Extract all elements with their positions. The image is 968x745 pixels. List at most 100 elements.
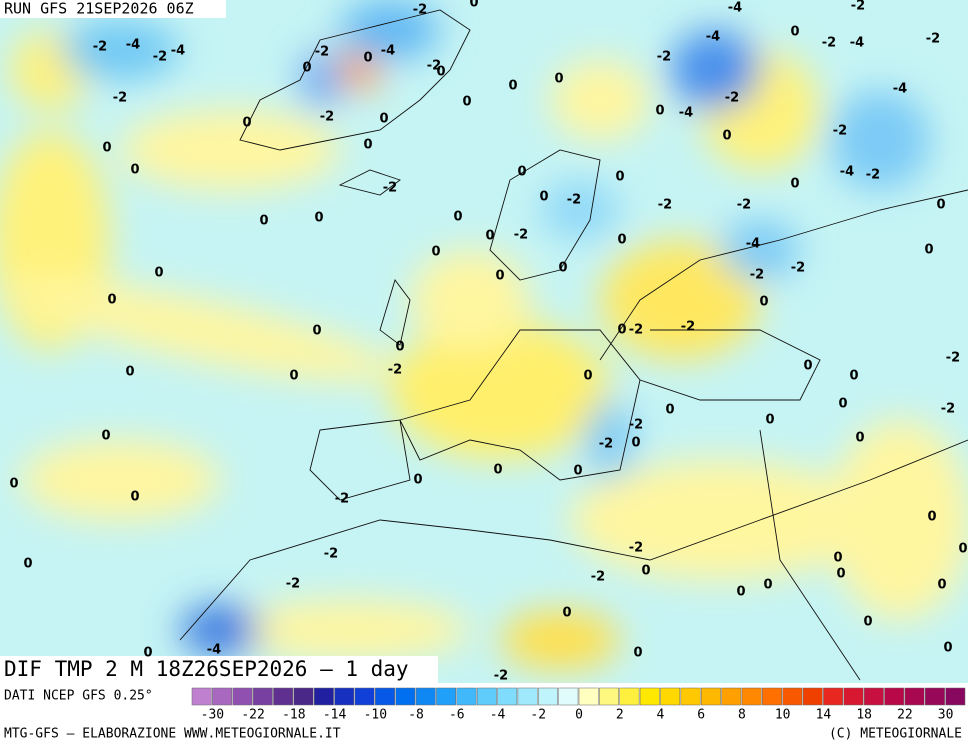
contour-label: -2 xyxy=(320,110,334,125)
colorbar-swatch xyxy=(619,687,640,706)
contour-label: -2 xyxy=(851,0,865,14)
contour-label: 0 xyxy=(413,473,422,488)
colorbar-label: 14 xyxy=(816,708,832,723)
contour-label: 0 xyxy=(517,165,526,180)
contour-label: 0 xyxy=(633,646,642,661)
contour-label: 0 xyxy=(833,551,842,566)
contour-label: -4 xyxy=(126,38,140,53)
colorbar-label: -8 xyxy=(408,708,424,723)
contour-label: 0 xyxy=(395,340,404,355)
contour-label: 0 xyxy=(125,365,134,380)
contour-label: -2 xyxy=(866,168,880,183)
colorbar-swatch xyxy=(538,687,558,706)
contour-label: 0 xyxy=(759,295,768,310)
colorbar-swatch xyxy=(843,687,864,706)
colorbar-label: 6 xyxy=(697,708,705,723)
contour-label: 0 xyxy=(937,578,946,593)
colorbar-label: 4 xyxy=(657,708,665,723)
colorbar-swatch xyxy=(741,687,762,706)
contour-label: -2 xyxy=(681,320,695,335)
colorbar-swatch xyxy=(273,687,294,706)
contour-label: -2 xyxy=(514,228,528,243)
colorbar-swatch xyxy=(558,687,579,706)
contour-label: 0 xyxy=(469,0,478,11)
colorbar-label: -6 xyxy=(449,708,465,723)
colorbar-swatch xyxy=(313,687,334,706)
colorbar-swatch xyxy=(863,687,884,706)
colorbar-swatch xyxy=(762,687,782,706)
contour-label: -2 xyxy=(629,418,643,433)
contour-label: -4 xyxy=(706,30,720,45)
colorbar-swatch xyxy=(782,687,803,706)
colorbar-swatch xyxy=(456,687,477,706)
contour-label: 0 xyxy=(462,95,471,110)
colorbar-label: -2 xyxy=(530,708,546,723)
contour-label: 0 xyxy=(615,170,624,185)
contour-label: -4 xyxy=(850,36,864,51)
contour-label: 0 xyxy=(863,615,872,630)
colorbar-label: 10 xyxy=(775,708,791,723)
colorbar-swatch xyxy=(517,687,538,706)
colorbar-label: 2 xyxy=(616,708,624,723)
colorbar-swatch xyxy=(354,687,375,706)
colorbar-swatch xyxy=(334,687,355,706)
colorbar-swatch xyxy=(375,687,395,706)
footer-right: (C) METEOGIORNALE xyxy=(829,727,962,742)
contour-labels: -2 0 -4 -2-2 -4-2 -4 -200 -4-20-4 0-2 -4 -2-2-2000… xyxy=(9,0,967,684)
contour-label: 0 xyxy=(924,243,933,258)
contour-label: 0 xyxy=(631,436,640,451)
colorbar-swatch xyxy=(700,687,721,706)
colorbar-swatch xyxy=(232,687,253,706)
contour-label: 0 xyxy=(363,138,372,153)
contour-label: -2 xyxy=(567,193,581,208)
contour-label: 0 xyxy=(312,324,321,339)
colorbar-swatch xyxy=(680,687,701,706)
contour-label: -2 xyxy=(941,402,955,417)
contour-label: -4 xyxy=(207,643,221,658)
contour-label: -2 xyxy=(658,198,672,213)
data-source: DATI NCEP GFS 0.25° xyxy=(4,689,153,704)
colorbar-swatch xyxy=(212,687,232,706)
contour-label: 0 xyxy=(765,413,774,428)
colorbar-label: -18 xyxy=(282,708,305,723)
colorbar-label: -10 xyxy=(364,708,387,723)
contour-label: 0 xyxy=(558,261,567,276)
contour-label: -2 xyxy=(335,492,349,507)
contour-label: -2 xyxy=(113,91,127,106)
footer-left: MTG-GFS — ELABORAZIONE WWW.METEOGIORNALE… xyxy=(4,727,341,742)
colorbar-label: -30 xyxy=(201,708,224,723)
contour-label: 0 xyxy=(665,403,674,418)
contour-label: -2 xyxy=(494,669,508,684)
contour-label: 0 xyxy=(849,369,858,384)
colorbar-swatch xyxy=(721,687,742,706)
colorbar-swatch xyxy=(252,687,273,706)
contour-label: -2 xyxy=(93,40,107,55)
contour-label: 0 xyxy=(259,214,268,229)
contour-label: 0 xyxy=(102,141,111,156)
contour-label: -2 xyxy=(926,32,940,47)
colorbar-swatch xyxy=(639,687,660,706)
contour-label: 0 xyxy=(838,397,847,412)
contour-label: 0 xyxy=(508,79,517,94)
contour-label: 0 xyxy=(539,190,548,205)
contour-label: 0 xyxy=(763,578,772,593)
run-box xyxy=(0,0,226,18)
colorbar-swatch xyxy=(476,687,497,706)
contour-label: 0 xyxy=(855,431,864,446)
contour-label: -2 xyxy=(629,323,643,338)
contour-label: 0 xyxy=(641,564,650,579)
contour-label: 0 xyxy=(803,359,812,374)
contour-label: 0 xyxy=(101,429,110,444)
contour-label: 0 xyxy=(242,116,251,131)
contour-label: 0 xyxy=(314,211,323,226)
contour-label: 0 xyxy=(936,198,945,213)
colorbar-label: 18 xyxy=(856,708,872,723)
contour-label: 0 xyxy=(302,61,311,76)
contour-label: 0 xyxy=(363,51,372,66)
title-box xyxy=(0,656,438,683)
contour-label: -2 xyxy=(657,50,671,65)
contour-label: 0 xyxy=(655,104,664,119)
contour-label: 0 xyxy=(130,163,139,178)
contour-label: -2 xyxy=(599,437,613,452)
contour-label: 0 xyxy=(617,233,626,248)
